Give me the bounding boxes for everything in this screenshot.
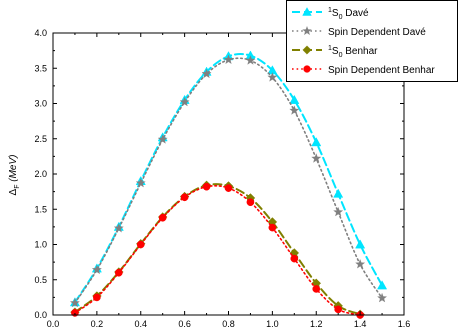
series-4-point-10: [268, 223, 277, 232]
legend-item-3: 1S0 Benhar: [292, 45, 378, 59]
series-1-point-13: [333, 188, 344, 198]
series-4-point-7: [202, 182, 211, 191]
series-2-point-8: [223, 54, 234, 65]
series-1-point-15: [377, 280, 388, 290]
y-tick-label: 1.0: [34, 240, 47, 250]
y-axis-label-symbol: Δ: [8, 188, 19, 195]
series-4: [71, 182, 364, 319]
legend-item-4: Spin Dependent Benhar: [292, 65, 435, 76]
legend-swatch-marker: [302, 7, 312, 16]
series-2-point-9: [245, 55, 256, 65]
legend-item-2: Spin Dependent Davé: [292, 26, 426, 38]
series-4-point-8: [224, 184, 233, 192]
series-4-point-12: [312, 285, 321, 293]
y-axis-label: ΔF (MeV): [8, 155, 21, 196]
axes-layer: 0.0 0.2 0.4 0.6 0.8 1.0 1.2 1.4 1.6 0.0 0.5 1.0 1.5 2…: [34, 28, 410, 329]
y-axis-label-unit: (MeV): [8, 155, 19, 182]
series-4-point-9: [246, 198, 255, 207]
legend-item-1: 1S0 Davé: [292, 7, 369, 21]
series-2-point-2: [91, 264, 102, 275]
y-axis-label-subscript: F: [14, 185, 21, 189]
x-tick-label: 1.0: [266, 319, 279, 329]
x-tick-label: 1.6: [398, 319, 411, 329]
legend: 1S0 Davé Spin Dependent Davé 1S0 Benhar Spi…: [286, 0, 458, 82]
series-2-point-3: [113, 223, 124, 233]
series-2-point-15: [377, 292, 388, 303]
series-2-point-11: [289, 105, 300, 115]
series-4-point-3: [114, 268, 123, 277]
series-1-point-14: [355, 239, 366, 249]
series-2-point-10: [267, 72, 278, 82]
x-tick-label: 1.2: [310, 319, 323, 329]
y-tick-label: 2.0: [34, 169, 47, 179]
legend-label-2: Spin Dependent Davé: [328, 27, 426, 38]
legend-label-4: Spin Dependent Benhar: [328, 65, 435, 76]
y-tick-label: 2.5: [34, 134, 47, 144]
series-4-point-13: [334, 305, 343, 314]
y-tick-label: 3.0: [34, 99, 47, 109]
series-4-point-5: [158, 213, 167, 222]
x-tick-label: 0.0: [47, 319, 60, 329]
series-2-point-13: [333, 206, 344, 217]
legend-label-1: 1S0 Davé: [328, 7, 369, 21]
series-4-point-4: [136, 240, 145, 249]
y-tick-label: 1.5: [34, 204, 47, 214]
series-2-point-6: [179, 96, 190, 107]
legend-box: [286, 0, 458, 82]
series-1-point-12: [311, 137, 322, 147]
x-tick-label: 0.2: [91, 319, 104, 329]
y-tick-label: 0.0: [34, 310, 47, 320]
series-2-point-7: [201, 68, 212, 79]
series-4-point-6: [180, 193, 189, 202]
series-2-point-1: [69, 297, 80, 308]
series-layer: [69, 50, 388, 320]
x-tick-label: 1.4: [354, 319, 367, 329]
series-2-point-12: [311, 153, 322, 163]
series-1-point-11: [289, 94, 300, 104]
legend-swatch-marker: [303, 65, 311, 73]
series-2-point-4: [135, 177, 146, 188]
x-tick-label: 0.6: [178, 319, 191, 329]
legend-label-3: 1S0 Benhar: [328, 45, 378, 59]
series-4-point-2: [93, 293, 101, 302]
series-2-point-5: [157, 134, 168, 144]
legend-swatch-marker: [302, 26, 312, 36]
y-tick-label: 0.5: [34, 275, 47, 285]
x-tick-label: 0.4: [134, 319, 147, 329]
y-tick-label: 3.5: [34, 63, 47, 73]
series-4-point-11: [290, 254, 299, 263]
legend-swatch-marker: [302, 45, 312, 55]
y-tick-label: 4.0: [34, 28, 47, 38]
x-tick-label: 0.8: [222, 319, 235, 329]
series-2-point-14: [355, 259, 366, 269]
series-2: [69, 54, 388, 308]
